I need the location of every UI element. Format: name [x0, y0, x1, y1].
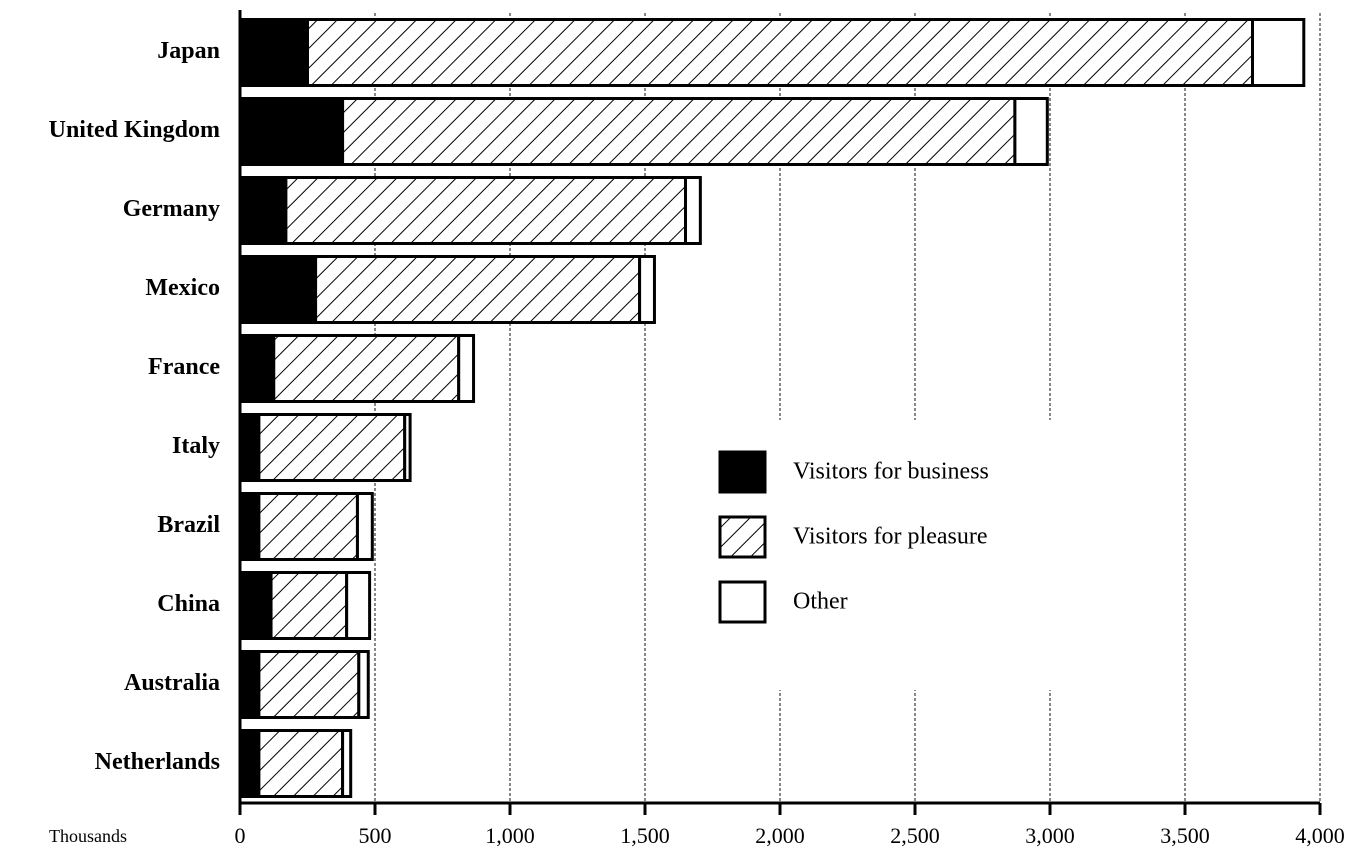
legend-label: Visitors for pleasure [793, 524, 988, 550]
bar-segment [238, 18, 309, 87]
bar-segment [1013, 97, 1049, 166]
bar-segment [341, 97, 1017, 166]
bar-segment [238, 729, 261, 798]
legend-label: Visitors for business [793, 459, 989, 485]
x-tick-label: 1,500 [620, 823, 670, 848]
bar-segment [269, 571, 349, 640]
bar-segment [238, 255, 318, 324]
bar-segment [272, 334, 461, 403]
category-label: United Kingdom [49, 117, 220, 143]
bar-segment [457, 334, 476, 403]
bar-segment [355, 492, 374, 561]
category-label: Netherlands [95, 749, 220, 775]
bar-segment [238, 492, 261, 561]
bar-segment [257, 729, 345, 798]
bar-segment [257, 413, 407, 482]
category-label: Brazil [157, 512, 220, 538]
legend-swatch [718, 580, 767, 624]
x-tick-label: 2,500 [890, 823, 940, 848]
bar-segment [238, 176, 288, 245]
x-tick-label: 3,500 [1160, 823, 1210, 848]
bar-segment [1251, 18, 1306, 87]
category-label: France [148, 354, 220, 380]
bar-segment [238, 571, 273, 640]
legend-swatch [718, 515, 767, 559]
x-tick-label: 3,000 [1025, 823, 1075, 848]
bar-segment [345, 571, 372, 640]
x-tick-label: 4,000 [1295, 823, 1345, 848]
bar-segment [284, 176, 687, 245]
category-label: Germany [123, 196, 220, 222]
bar-segment [306, 18, 1254, 87]
bar-segment [238, 413, 261, 482]
bar-segment [357, 650, 370, 719]
x-tick-label: 1,000 [485, 823, 535, 848]
legend-label: Other [793, 589, 848, 615]
bar-segment [403, 413, 412, 482]
bar-segment [684, 176, 702, 245]
category-label: Japan [157, 38, 220, 64]
x-tick-label: 500 [359, 823, 392, 848]
bar-segment [314, 255, 642, 324]
x-axis-label: Thousands [49, 826, 127, 846]
category-label: China [157, 591, 220, 617]
x-tick-label: 0 [235, 823, 246, 848]
category-label: Australia [124, 670, 220, 696]
category-label: Italy [172, 433, 220, 459]
category-label: Mexico [145, 275, 220, 301]
bar-segment [257, 650, 361, 719]
x-tick-label: 2,000 [755, 823, 805, 848]
bar-segment [257, 492, 359, 561]
legend-swatch [718, 450, 767, 494]
bar-segment [238, 650, 261, 719]
bar-segment [341, 729, 353, 798]
bar-segment [238, 97, 345, 166]
bar-segment [638, 255, 656, 324]
bar-segment [238, 334, 276, 403]
